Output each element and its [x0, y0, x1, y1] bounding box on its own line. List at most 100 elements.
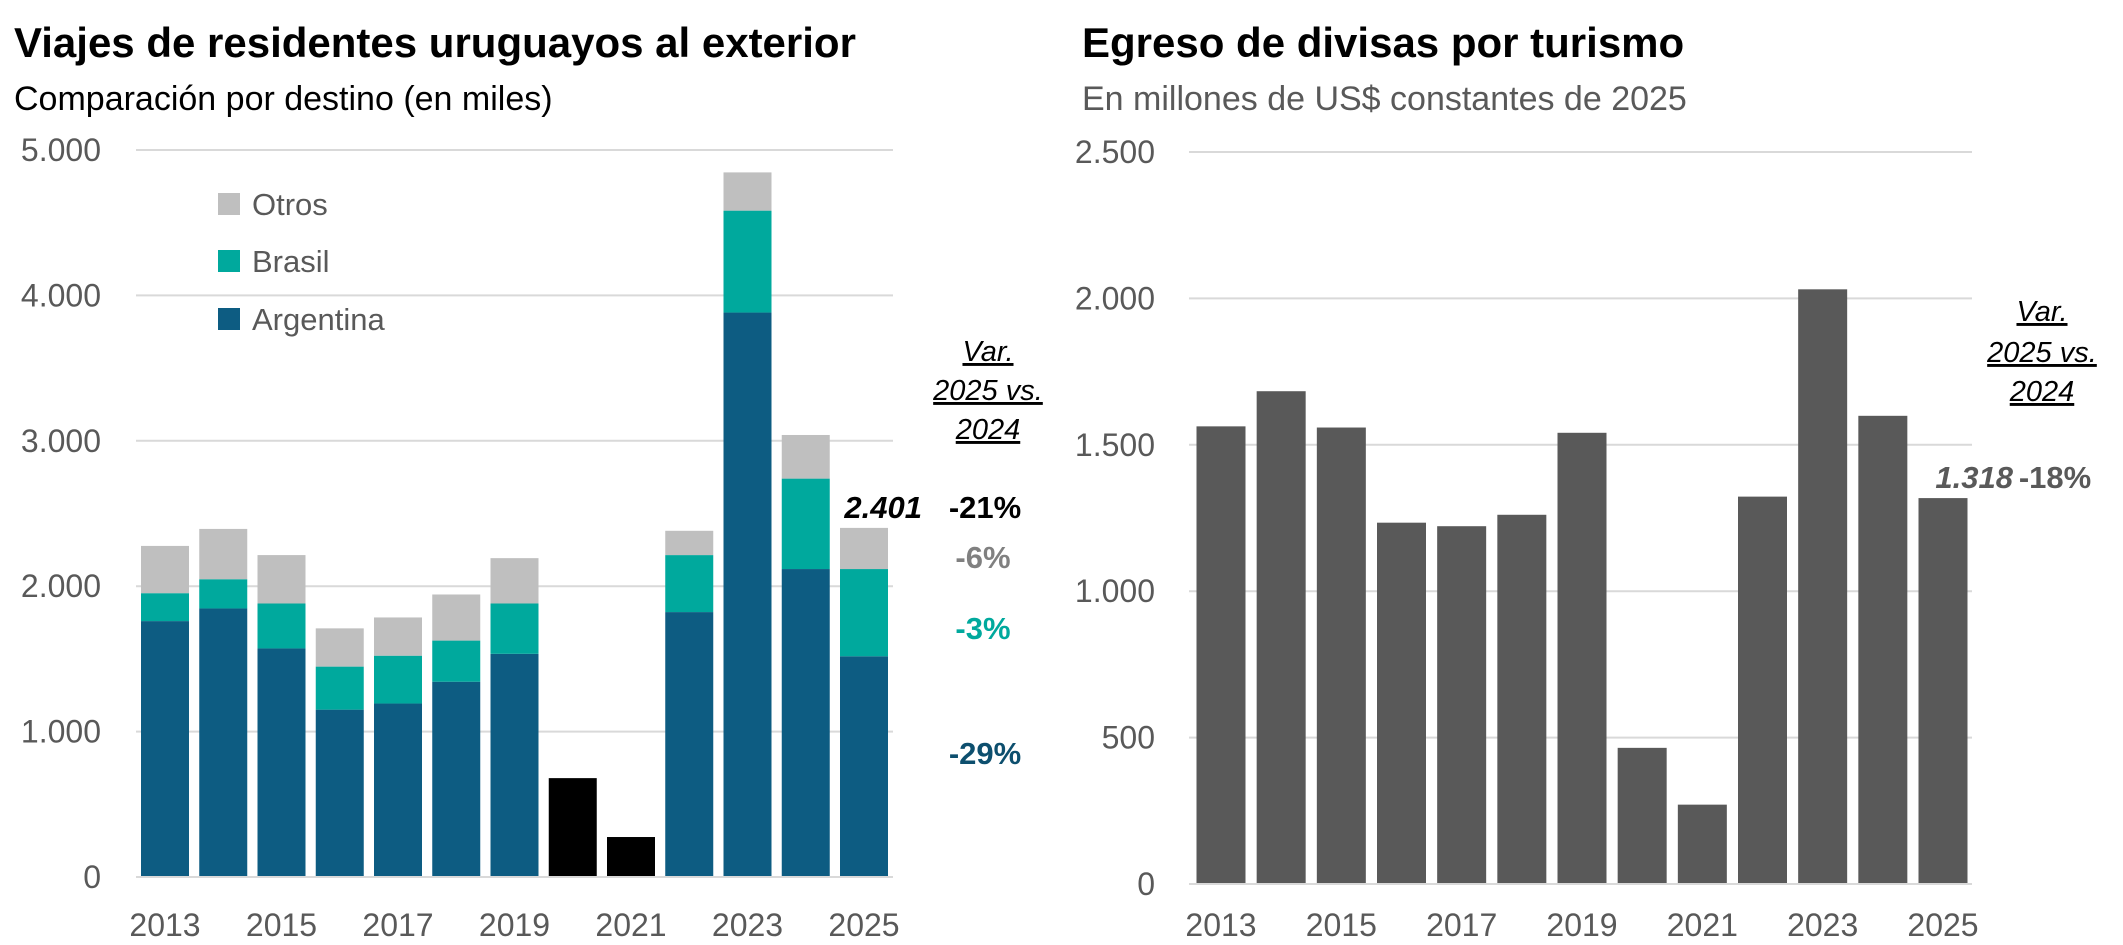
- bar-2020: [1617, 747, 1667, 884]
- y-tick-label: 500: [1102, 720, 1155, 756]
- x-tick-label: 2013: [1185, 907, 1256, 943]
- bar-otros-2016: [315, 628, 364, 667]
- bar-total-2020: [548, 778, 597, 877]
- bar-brasil-2024: [781, 478, 830, 570]
- bar-argentina-2022: [665, 612, 714, 877]
- bar-argentina-2018: [432, 681, 481, 877]
- y-tick-label: 0: [1137, 866, 1155, 902]
- value-2025-label: 1.318: [1935, 460, 2013, 495]
- x-tick-label: 2017: [1426, 907, 1497, 943]
- bar-otros-2015: [257, 555, 306, 604]
- bar-2019: [1557, 432, 1607, 884]
- bar-2022: [1738, 496, 1787, 884]
- chart-spending: Egreso de divisas por turismo En millone…: [1075, 19, 2097, 943]
- bar-2017: [1437, 526, 1487, 884]
- variation-header-line3: 2024: [2009, 376, 2075, 408]
- bar-brasil-2023: [723, 210, 772, 313]
- y-tick-label: 2.000: [1075, 280, 1155, 316]
- chart-title: Egreso de divisas por turismo: [1082, 19, 1684, 66]
- bar-otros-2024: [781, 434, 830, 479]
- var-total-label: -18%: [2019, 460, 2091, 495]
- x-tick-label: 2015: [1306, 907, 1377, 943]
- bar-otros-2025: [840, 527, 888, 570]
- legend-label-argentina: Argentina: [252, 302, 385, 337]
- chart-subtitle: En millones de US$ constantes de 2025: [1082, 80, 1687, 118]
- bar-brasil-2025: [840, 569, 888, 657]
- bar-brasil-2018: [432, 640, 481, 682]
- bar-2014: [1256, 391, 1306, 884]
- y-tick-label: 5.000: [21, 132, 101, 168]
- variation-header-line3: 2024: [955, 414, 1021, 446]
- x-tick-label: 2025: [828, 907, 899, 943]
- var-argentina-label: -29%: [949, 736, 1021, 771]
- bar-argentina-2023: [723, 312, 772, 877]
- bar-2021: [1677, 804, 1727, 884]
- y-tick-label: 1.500: [1075, 427, 1155, 463]
- legend-swatch-otros: [218, 193, 240, 215]
- bar-argentina-2016: [315, 709, 364, 877]
- bar-otros-2022: [665, 530, 714, 556]
- total-2025-label: 2.401: [843, 490, 922, 525]
- x-tick-label: 2019: [1546, 907, 1617, 943]
- bar-2016: [1377, 522, 1426, 884]
- bar-otros-2018: [432, 594, 481, 641]
- variation-header-line2: 2025 vs.: [932, 375, 1043, 407]
- x-tick-label: 2017: [362, 907, 433, 943]
- y-tick-label: 0: [83, 859, 101, 895]
- bar-otros-2019: [490, 558, 539, 604]
- bar-otros-2013: [141, 545, 189, 594]
- bar-2025: [1918, 498, 1968, 884]
- bar-argentina-2015: [257, 648, 306, 877]
- bar-argentina-2013: [141, 621, 189, 877]
- chart-title: Viajes de residentes uruguayos al exteri…: [14, 19, 856, 66]
- bar-argentina-2019: [490, 653, 539, 877]
- bar-2018: [1497, 514, 1547, 884]
- bar-2015: [1316, 427, 1366, 884]
- y-tick-label: 1.000: [21, 714, 101, 750]
- bar-otros-2014: [199, 528, 248, 580]
- x-tick-label: 2021: [595, 907, 666, 943]
- x-tick-label: 2013: [129, 907, 200, 943]
- variation-header-line1: Var.: [2016, 296, 2067, 328]
- x-tick-label: 2025: [1907, 907, 1978, 943]
- legend-swatch-brasil: [218, 250, 240, 272]
- bar-argentina-2025: [840, 656, 888, 877]
- y-tick-label: 2.000: [21, 568, 101, 604]
- x-tick-label: 2015: [246, 907, 317, 943]
- y-tick-label: 3.000: [21, 423, 101, 459]
- bar-total-2021: [607, 837, 655, 877]
- y-tick-label: 1.000: [1075, 573, 1155, 609]
- bar-2023: [1798, 289, 1848, 884]
- x-tick-label: 2023: [712, 907, 783, 943]
- bar-argentina-2014: [199, 608, 248, 877]
- var-brasil-label: -3%: [955, 611, 1010, 646]
- bar-2013: [1196, 426, 1246, 884]
- y-tick-label: 2.500: [1075, 134, 1155, 170]
- legend-swatch-argentina: [218, 308, 240, 330]
- bar-argentina-2024: [781, 569, 830, 877]
- x-tick-label: 2019: [479, 907, 550, 943]
- chart-travel: Viajes de residentes uruguayos al exteri…: [14, 19, 1043, 943]
- legend: Otros Brasil Argentina: [218, 187, 385, 337]
- bar-brasil-2019: [490, 603, 539, 654]
- legend-label-otros: Otros: [252, 187, 328, 222]
- variation-header-line2: 2025 vs.: [1986, 337, 2097, 369]
- bar-brasil-2015: [257, 603, 306, 649]
- bar-otros-2023: [723, 172, 772, 211]
- bar-brasil-2014: [199, 579, 248, 609]
- bar-argentina-2017: [374, 703, 422, 877]
- bar-otros-2017: [374, 617, 422, 656]
- bar-brasil-2017: [374, 655, 422, 704]
- var-otros-label: -6%: [955, 540, 1010, 575]
- bar-brasil-2016: [315, 666, 364, 710]
- chart-subtitle: Comparación por destino (en miles): [14, 80, 553, 118]
- bar-brasil-2013: [141, 593, 189, 622]
- bar-2024: [1858, 415, 1908, 884]
- y-tick-label: 4.000: [21, 277, 101, 313]
- bar-brasil-2022: [665, 555, 714, 613]
- var-total-label: -21%: [949, 490, 1021, 525]
- legend-label-brasil: Brasil: [252, 244, 330, 279]
- variation-header-line1: Var.: [962, 336, 1013, 368]
- x-tick-label: 2021: [1667, 907, 1738, 943]
